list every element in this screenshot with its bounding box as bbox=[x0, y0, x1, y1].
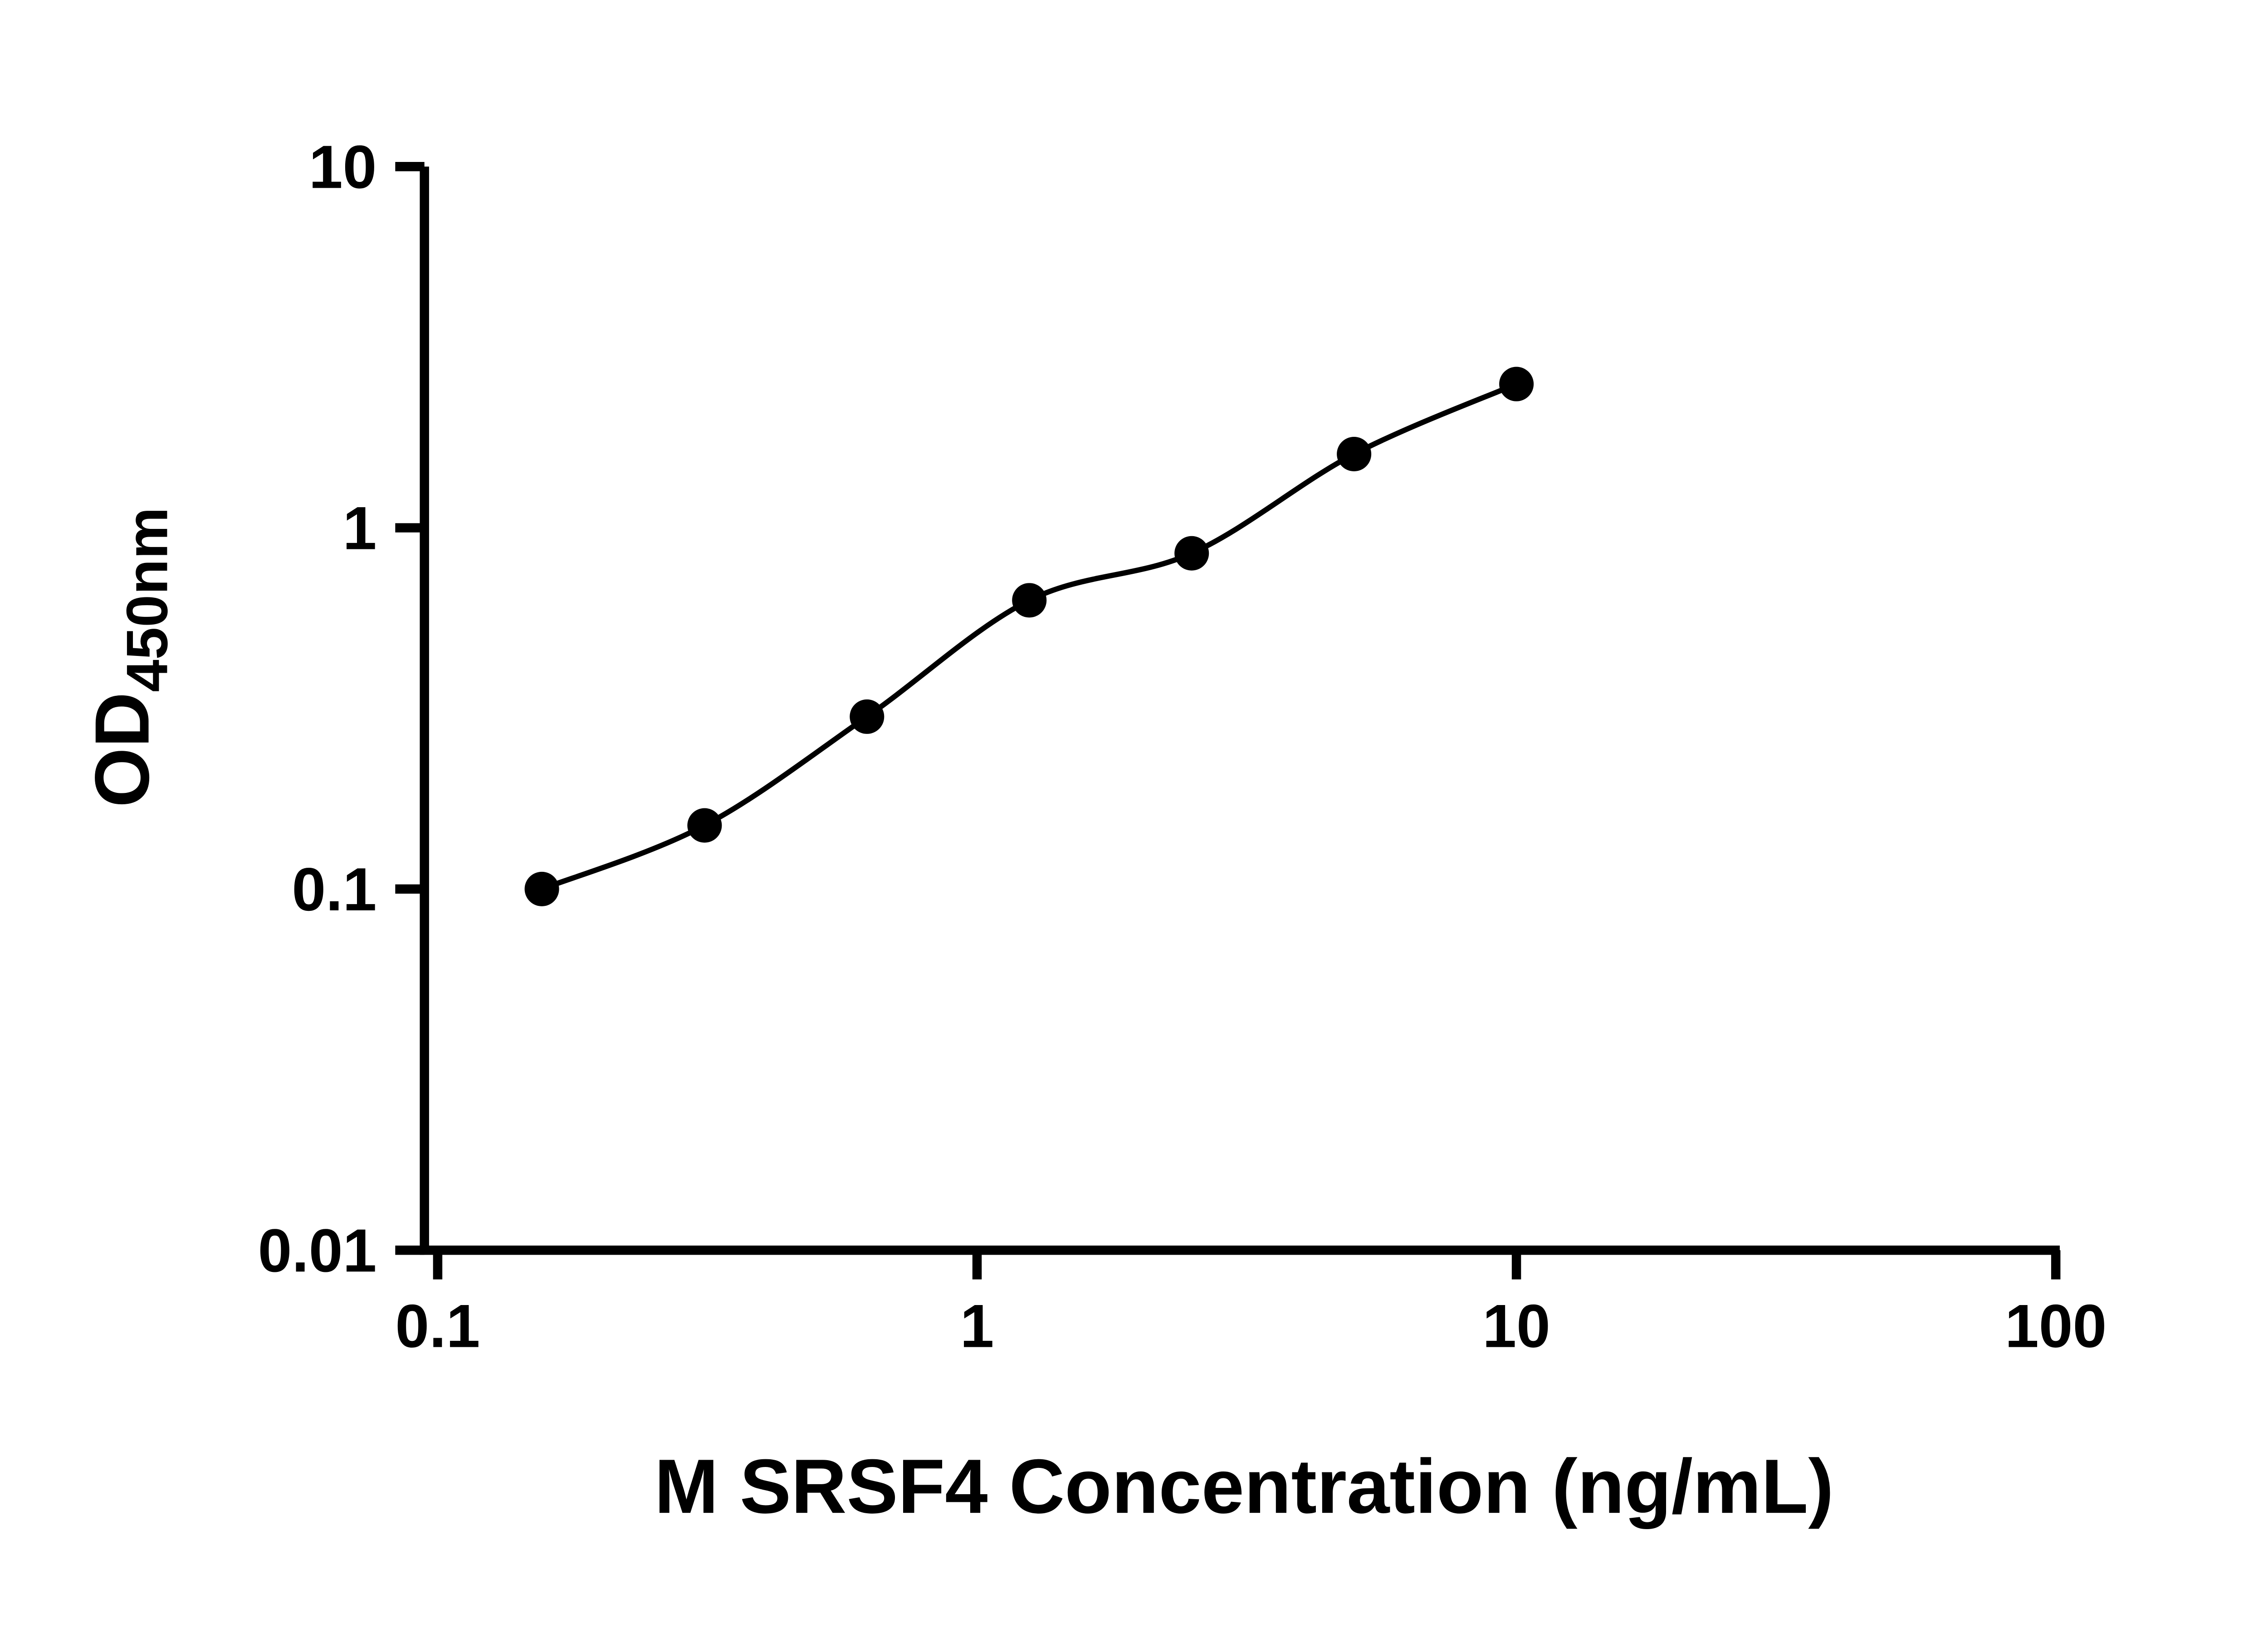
axis-spine bbox=[420, 166, 2060, 1255]
data-point bbox=[1337, 436, 1372, 472]
data-point bbox=[1174, 536, 1209, 571]
y-axis-title: OD450nm bbox=[78, 507, 180, 807]
x-tick-label: 10 bbox=[1482, 1292, 1550, 1360]
y-axis-title-main: OD bbox=[78, 692, 165, 807]
x-tick-label: 100 bbox=[2005, 1292, 2107, 1360]
axes bbox=[420, 166, 2060, 1255]
data-point bbox=[850, 699, 885, 734]
y-tick-label: 0.01 bbox=[258, 1216, 377, 1285]
y-tick-label: 0.1 bbox=[292, 855, 376, 924]
x-tick-label: 0.1 bbox=[395, 1292, 480, 1360]
data-series bbox=[524, 367, 1534, 906]
x-axis-ticks: 0.1 1 10 100 bbox=[395, 1250, 2107, 1360]
x-axis-title: M SRSF4 Concentration (ng/mL) bbox=[655, 1443, 1834, 1529]
data-point bbox=[687, 808, 722, 843]
data-point bbox=[1499, 367, 1534, 401]
x-tick-label: 1 bbox=[960, 1292, 994, 1360]
y-tick-label: 1 bbox=[343, 494, 377, 562]
data-point bbox=[524, 871, 559, 906]
y-axis-title-subscript: 450nm bbox=[115, 507, 180, 692]
data-point bbox=[1012, 583, 1047, 618]
y-axis-ticks: 0.01 0.1 1 10 bbox=[258, 132, 425, 1285]
y-tick-label: 10 bbox=[309, 132, 377, 201]
